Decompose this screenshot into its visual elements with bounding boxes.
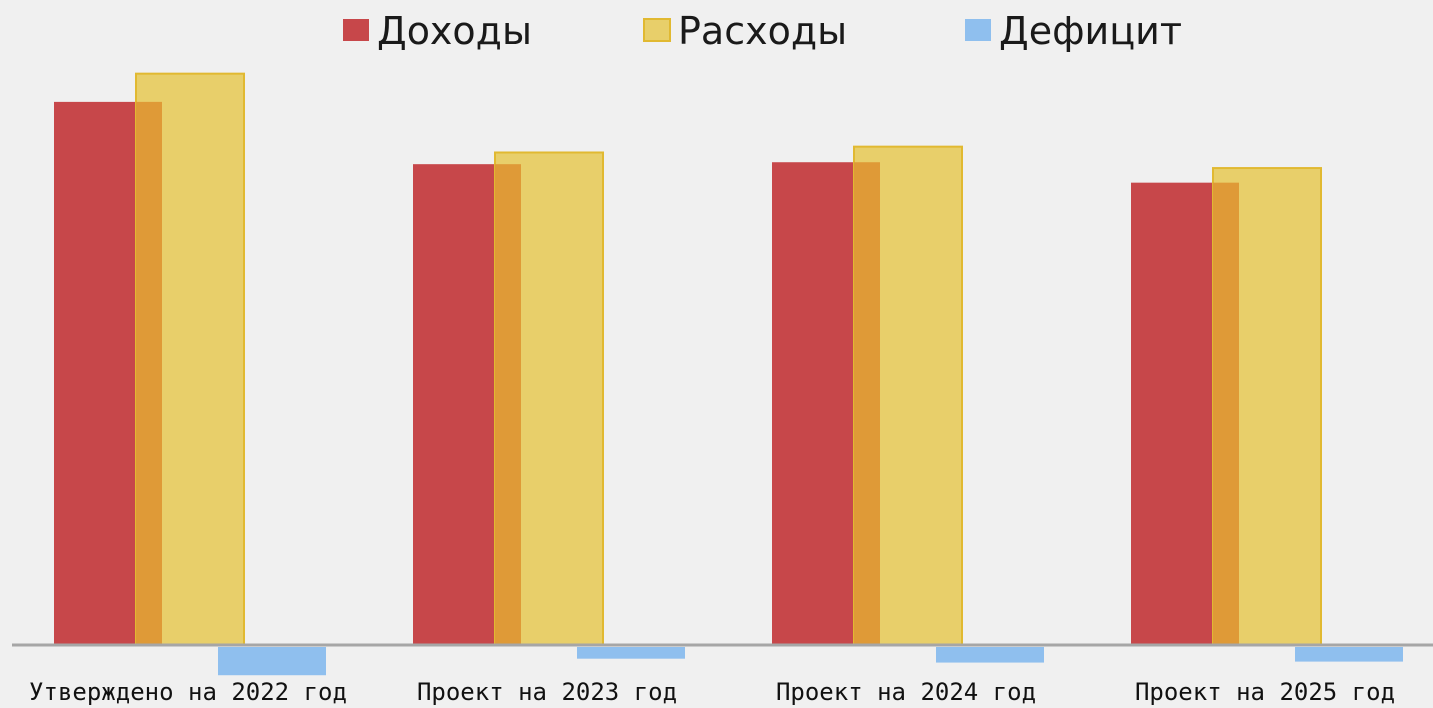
bar-deficit-1 (577, 647, 685, 659)
bar-deficit-2 (936, 647, 1044, 663)
bar-overlap-3 (1213, 182, 1239, 645)
x-tick-label-1: Проект на 2023 год (417, 678, 677, 706)
bars (54, 72, 1403, 676)
legend-label-расходы: Расходы (678, 9, 847, 53)
legend-swatch-доходы (343, 19, 369, 41)
x-tick-label-2: Проект на 2024 год (776, 678, 1036, 706)
legend-swatch-расходы (643, 18, 671, 42)
x-tick-label-3: Проект на 2025 год (1135, 678, 1395, 706)
legend-label-дефицит: Дефицит (999, 9, 1182, 53)
legend-swatch-дефицит (965, 19, 991, 41)
legend-label-доходы: Доходы (377, 9, 532, 53)
bar-overlap-1 (495, 164, 521, 645)
bar-overlap-0 (136, 101, 162, 645)
bar-deficit-3 (1295, 647, 1403, 662)
x-tick-labels: Утверждено на 2022 год Проект на 2023 год… (29, 678, 1395, 706)
bar-overlap-2 (854, 162, 880, 645)
legend: Доходы Расходы Дефицит (343, 9, 1182, 53)
bar-deficit-0 (218, 647, 326, 676)
x-tick-label-0: Утверждено на 2022 год (29, 678, 347, 706)
